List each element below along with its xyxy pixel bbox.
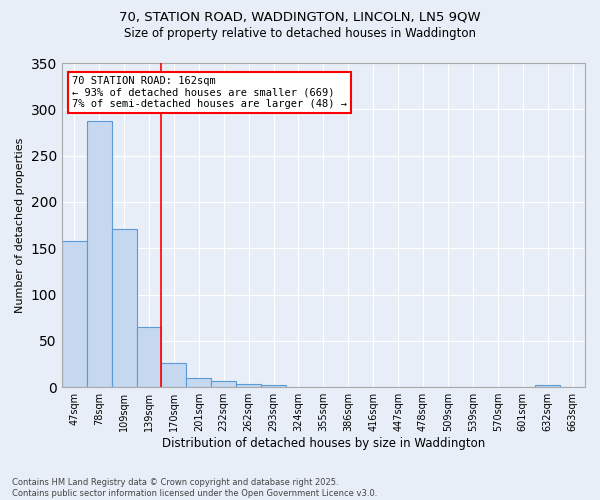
- Bar: [62, 241, 87, 387]
- Text: 70 STATION ROAD: 162sqm
← 93% of detached houses are smaller (669)
7% of semi-de: 70 STATION ROAD: 162sqm ← 93% of detache…: [72, 76, 347, 109]
- Text: Contains HM Land Registry data © Crown copyright and database right 2025.
Contai: Contains HM Land Registry data © Crown c…: [12, 478, 377, 498]
- Bar: [211, 380, 236, 387]
- Bar: [261, 386, 286, 387]
- Bar: [236, 384, 261, 387]
- Bar: [161, 363, 187, 387]
- Bar: [112, 229, 137, 387]
- Text: 70, STATION ROAD, WADDINGTON, LINCOLN, LN5 9QW: 70, STATION ROAD, WADDINGTON, LINCOLN, L…: [119, 10, 481, 23]
- Bar: [187, 378, 211, 387]
- Bar: [535, 386, 560, 387]
- Bar: [137, 327, 161, 387]
- Y-axis label: Number of detached properties: Number of detached properties: [15, 138, 25, 313]
- Bar: [87, 122, 112, 387]
- Text: Size of property relative to detached houses in Waddington: Size of property relative to detached ho…: [124, 28, 476, 40]
- X-axis label: Distribution of detached houses by size in Waddington: Distribution of detached houses by size …: [162, 437, 485, 450]
